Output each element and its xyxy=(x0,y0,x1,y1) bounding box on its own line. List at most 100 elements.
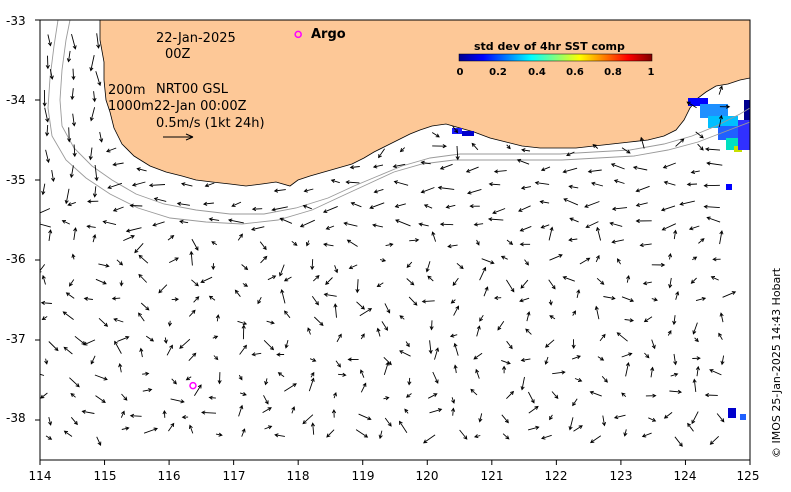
current-vector xyxy=(452,277,459,287)
current-vector xyxy=(64,188,70,205)
current-vector xyxy=(408,296,418,306)
current-vector xyxy=(519,242,531,247)
y-tick-label: -35 xyxy=(6,173,26,187)
current-vector xyxy=(596,277,605,285)
current-vector xyxy=(176,201,190,206)
current-vector xyxy=(500,255,508,260)
current-vector xyxy=(62,311,74,320)
current-vector xyxy=(501,359,511,365)
current-vector xyxy=(709,435,720,445)
current-vector xyxy=(703,204,720,209)
current-vector xyxy=(369,202,385,209)
current-vector xyxy=(399,147,406,153)
argo-float-marker xyxy=(189,381,197,390)
current-vector xyxy=(453,364,458,374)
current-vector xyxy=(539,199,550,205)
current-vector xyxy=(720,355,725,366)
current-vector xyxy=(563,198,579,206)
current-vector xyxy=(439,163,453,170)
current-vector xyxy=(41,183,46,196)
depth-200m-label: 200m xyxy=(108,83,145,98)
current-vector xyxy=(540,224,550,229)
current-vector xyxy=(601,415,607,427)
current-vector xyxy=(562,167,578,174)
product-time-label: 22-Jan 00:00Z xyxy=(154,99,247,114)
current-vector xyxy=(208,295,216,301)
current-vector xyxy=(571,339,576,349)
current-vector xyxy=(540,166,551,172)
current-vector xyxy=(587,169,602,174)
isobath-200m xyxy=(59,20,750,215)
current-vector xyxy=(452,125,459,134)
current-vector xyxy=(706,161,723,166)
current-vector xyxy=(692,356,701,361)
current-vector xyxy=(121,426,130,431)
current-vector xyxy=(534,180,550,186)
current-vector xyxy=(49,69,54,80)
current-vector xyxy=(703,183,720,188)
x-tick-label: 124 xyxy=(674,469,697,483)
current-vector xyxy=(335,360,341,368)
current-vector xyxy=(487,217,504,222)
current-vector xyxy=(712,257,721,262)
current-vector xyxy=(325,225,335,230)
current-vector xyxy=(358,413,372,421)
current-vector xyxy=(613,179,625,184)
current-vector xyxy=(409,238,420,243)
current-vector xyxy=(343,221,358,227)
current-vector xyxy=(217,372,222,385)
current-vector xyxy=(168,422,175,432)
current-vector xyxy=(274,433,285,438)
current-vector xyxy=(378,430,383,440)
current-vector xyxy=(488,182,501,187)
current-vector xyxy=(591,181,604,187)
current-vector xyxy=(238,374,243,381)
current-vector xyxy=(719,312,724,323)
current-vector xyxy=(524,259,529,266)
current-vector xyxy=(70,88,75,101)
current-vector xyxy=(667,252,673,260)
current-vector xyxy=(709,369,722,376)
current-vector xyxy=(211,241,218,246)
current-vector xyxy=(191,279,199,287)
x-tick-label: 122 xyxy=(545,469,568,483)
current-vector xyxy=(259,241,267,251)
current-vector xyxy=(51,170,56,183)
current-vector xyxy=(208,395,216,400)
current-vector xyxy=(492,208,506,215)
current-vector xyxy=(338,372,347,377)
current-vector xyxy=(471,142,479,151)
current-vector xyxy=(152,221,165,227)
current-vector xyxy=(349,165,360,170)
x-tick-label: 121 xyxy=(481,469,504,483)
current-vector xyxy=(548,299,553,306)
current-vector xyxy=(68,279,75,287)
current-vector xyxy=(63,430,73,437)
current-vector xyxy=(687,422,694,432)
colorbar-tick: 0.6 xyxy=(566,67,584,78)
current-vector xyxy=(428,340,433,355)
current-vector xyxy=(621,147,631,154)
current-vector xyxy=(651,339,656,350)
current-vector xyxy=(576,289,581,298)
current-vector xyxy=(41,274,46,285)
current-vector xyxy=(332,392,337,399)
current-vector xyxy=(698,238,705,244)
current-vector xyxy=(42,89,47,107)
current-vector xyxy=(675,290,680,300)
current-vector xyxy=(528,405,539,414)
current-vector xyxy=(429,408,443,414)
current-vector xyxy=(418,222,429,227)
current-vector xyxy=(710,276,719,281)
current-vector xyxy=(98,263,110,268)
current-vector xyxy=(574,378,583,382)
current-vector xyxy=(399,420,408,433)
current-vector xyxy=(544,356,549,365)
current-vector xyxy=(280,288,286,304)
current-vector xyxy=(562,275,575,282)
current-vector xyxy=(470,388,478,396)
current-vector xyxy=(90,355,96,365)
current-vector xyxy=(675,138,685,147)
current-vector xyxy=(71,33,77,50)
scale-label: 0.5m/s (1kt 24h) xyxy=(156,116,265,131)
